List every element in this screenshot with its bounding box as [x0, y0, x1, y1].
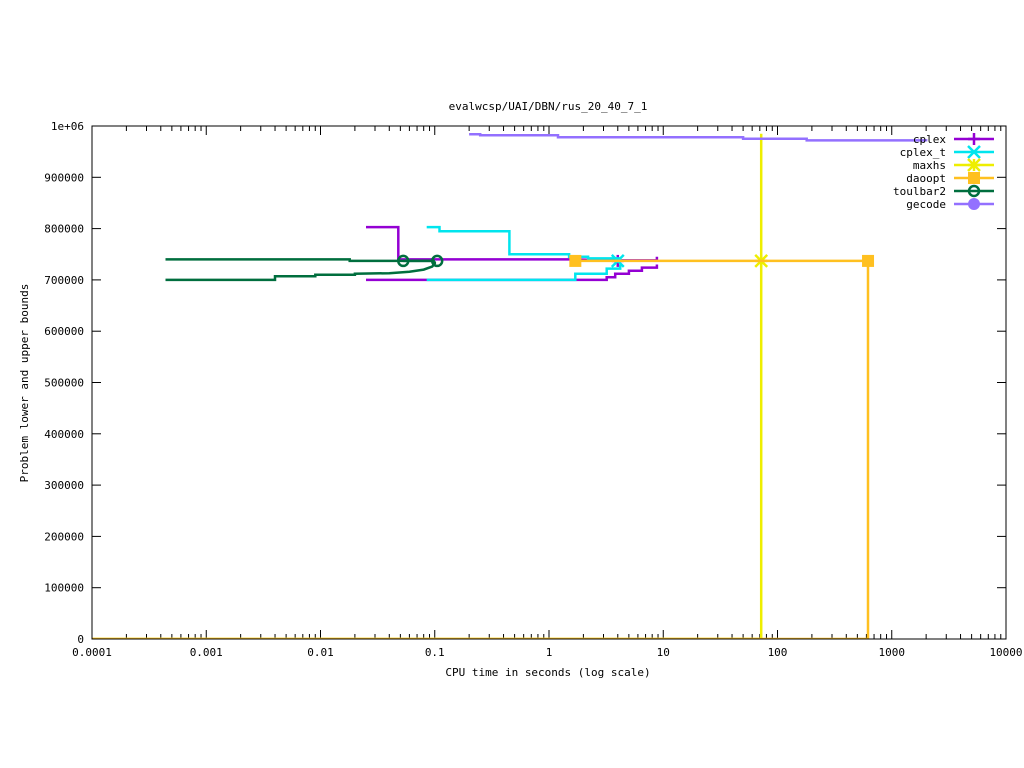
axes: 0.0001 0.001 0.01 0.1 1 10 100 1000 100000100000… [44, 120, 1022, 659]
legend-marker [968, 198, 980, 210]
legend-label: toulbar2 [893, 185, 946, 198]
data-point [862, 254, 875, 267]
x-tick-label: 0.0001 [72, 646, 112, 659]
data-point [396, 254, 410, 268]
legend-label: cplex_t [900, 146, 946, 159]
series-line [469, 132, 928, 142]
data-point [569, 254, 582, 267]
y-tick-label: 400000 [44, 428, 84, 441]
y-tick-label: 500000 [44, 377, 84, 390]
legend-label: cplex [913, 133, 946, 146]
legend-marker [968, 133, 980, 145]
y-tick-label: 1e+06 [51, 120, 84, 133]
series-daoopt [92, 254, 875, 639]
y-tick-label: 900000 [44, 171, 84, 184]
y-tick-label: 600000 [44, 325, 84, 338]
legend-label: gecode [906, 198, 946, 211]
x-axis-label: CPU time in seconds (log scale) [445, 666, 650, 679]
series-gecode [469, 132, 928, 142]
x-tick-label: 0.1 [425, 646, 445, 659]
series-toulbar2 [165, 254, 444, 282]
x-tick-label: 10000 [989, 646, 1022, 659]
y-tick-label: 0 [77, 633, 84, 646]
data-point [430, 254, 444, 268]
plot-frame [91, 125, 1007, 640]
x-tick-label: 100 [768, 646, 788, 659]
series-line [426, 225, 622, 261]
legend-marker [967, 158, 981, 172]
series-layer [92, 132, 928, 639]
legend-label: daoopt [906, 172, 946, 185]
chart-title: evalwcsp/UAI/DBN/rus_20_40_7_1 [449, 100, 648, 113]
x-tick-label: 1 [546, 646, 553, 659]
x-tick-label: 0.01 [307, 646, 334, 659]
legend-marker [967, 145, 981, 159]
y-tick-label: 300000 [44, 479, 84, 492]
legend-label: maxhs [913, 159, 946, 172]
x-tick-label: 0.001 [190, 646, 223, 659]
series-line [165, 258, 435, 263]
y-tick-label: 200000 [44, 530, 84, 543]
x-tick-label: 1000 [879, 646, 906, 659]
legend-marker [967, 184, 981, 198]
y-tick-label: 100000 [44, 582, 84, 595]
series-line [165, 261, 437, 282]
legend-marker [968, 172, 980, 184]
x-tick-label: 10 [657, 646, 670, 659]
y-axis-label: Problem lower and upper bounds [18, 284, 31, 483]
y-tick-label: 700000 [44, 274, 84, 287]
series-line [426, 264, 622, 282]
y-tick-label: 800000 [44, 223, 84, 236]
